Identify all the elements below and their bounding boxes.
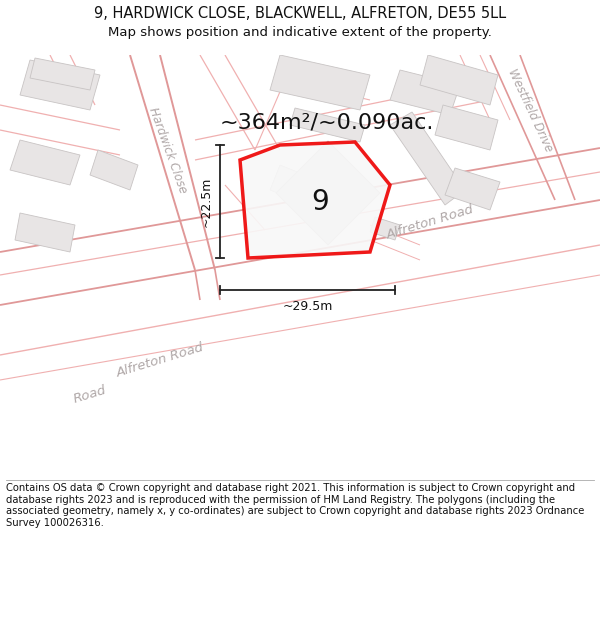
Polygon shape xyxy=(10,140,80,185)
Polygon shape xyxy=(30,58,95,90)
Text: Contains OS data © Crown copyright and database right 2021. This information is : Contains OS data © Crown copyright and d… xyxy=(6,483,584,528)
Polygon shape xyxy=(270,165,330,210)
Text: 9, HARDWICK CLOSE, BLACKWELL, ALFRETON, DE55 5LL: 9, HARDWICK CLOSE, BLACKWELL, ALFRETON, … xyxy=(94,6,506,21)
Polygon shape xyxy=(290,108,365,142)
Polygon shape xyxy=(445,168,500,210)
Polygon shape xyxy=(390,70,460,115)
Polygon shape xyxy=(370,217,400,240)
Text: Map shows position and indicative extent of the property.: Map shows position and indicative extent… xyxy=(108,26,492,39)
Text: Westfield Drive: Westfield Drive xyxy=(505,66,555,154)
Text: Hardwick Close: Hardwick Close xyxy=(146,105,190,195)
Text: 9: 9 xyxy=(311,188,329,216)
Polygon shape xyxy=(90,150,138,190)
Text: ~29.5m: ~29.5m xyxy=(283,299,332,312)
Polygon shape xyxy=(420,55,498,105)
Text: Alfreton Road: Alfreton Road xyxy=(115,341,205,379)
Polygon shape xyxy=(270,55,370,110)
Polygon shape xyxy=(390,112,465,205)
Text: Alfreton Road: Alfreton Road xyxy=(385,202,475,241)
Text: ~22.5m: ~22.5m xyxy=(199,176,212,227)
Polygon shape xyxy=(15,213,75,252)
Text: ~364m²/~0.090ac.: ~364m²/~0.090ac. xyxy=(220,112,434,132)
Polygon shape xyxy=(240,142,390,258)
Polygon shape xyxy=(276,141,380,245)
Polygon shape xyxy=(20,60,100,110)
Polygon shape xyxy=(435,105,498,150)
Text: Road: Road xyxy=(72,384,108,406)
